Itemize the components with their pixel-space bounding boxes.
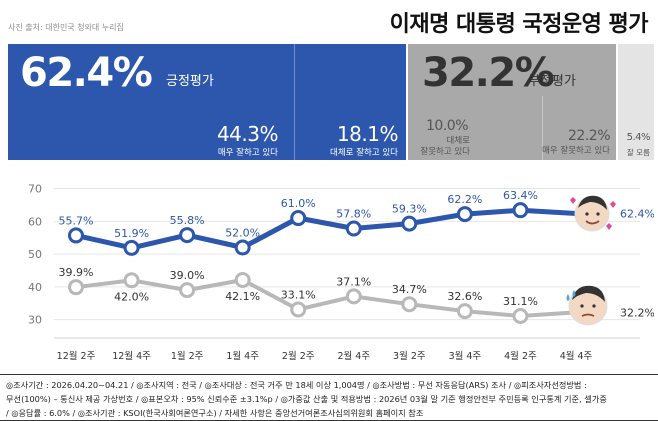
header: 사진 출처: 대한민국 청와대 누리집 이재명 대통령 국정운영 평가 <box>0 0 658 44</box>
positive-label: 긍정평가 <box>166 74 214 89</box>
x-tick-label: 4월 2주 <box>504 350 537 362</box>
data-point <box>512 202 529 219</box>
dont-know-label: 잘 모름 <box>626 148 650 157</box>
data-point <box>456 303 473 320</box>
x-tick-label: 2월 2주 <box>282 350 315 362</box>
panel-divider <box>542 96 543 160</box>
data-label: 42.0% <box>114 290 149 303</box>
mild-positive-pct: 18.1% <box>336 122 399 146</box>
data-point <box>512 308 529 325</box>
data-label: 55.7% <box>59 214 94 227</box>
mild-negative-pct: 10.0% <box>426 118 468 134</box>
y-axis: 30 40 50 60 70 <box>28 183 42 327</box>
x-tick-label: 1월 4주 <box>226 350 259 362</box>
data-point <box>179 282 196 299</box>
strong-positive-label: 매우 잘하고 있다 <box>217 148 278 158</box>
data-label: 37.1% <box>336 275 371 288</box>
series-group: 55.7% 51.9% 55.8% 52.0% 61.0% 57.8% 59.3% 62.2%… <box>59 189 655 325</box>
data-point <box>290 210 307 227</box>
photo-credit: 사진 출처: 대한민국 청와대 누리집 <box>8 23 124 32</box>
y-tick-label: 30 <box>28 314 42 327</box>
sweating-portrait-icon <box>566 285 608 326</box>
data-point <box>456 206 473 223</box>
data-label: 32.6% <box>447 290 482 303</box>
data-label: 63.4% <box>503 189 538 202</box>
y-tick-label: 50 <box>28 248 42 261</box>
dont-know-pct: 5.4% <box>626 132 651 143</box>
strong-positive-pct: 44.3% <box>216 122 279 146</box>
data-point <box>68 227 84 244</box>
positive-panel: 62.4% 긍정평가 44.3% 매우 잘하고 있다 18.1% 대체로 잘하고… <box>8 44 406 160</box>
data-label: 62.2% <box>447 193 482 206</box>
data-label: 51.9% <box>114 227 149 240</box>
gridlines <box>54 188 640 321</box>
x-tick-label: 3월 2주 <box>393 350 426 362</box>
mild-positive-label: 대체로 잘하고 있다 <box>330 148 398 158</box>
survey-footnote: ◎조사기간 : 2026.04.20~04.21 / ◎조사지역 : 전국 / … <box>6 380 607 418</box>
data-point <box>401 215 418 232</box>
data-point <box>345 220 362 237</box>
x-tick-label: 12월 4주 <box>112 350 151 362</box>
x-tick-label: 1월 2주 <box>171 350 204 362</box>
strong-negative-label: 매우 잘못하고 있다 <box>542 146 610 156</box>
x-tick-label: 4월 4주 <box>560 350 593 362</box>
negative-panel: 32.2% 부정평가 10.0% 대체로 잘못하고 있다 22.2% 매우 잘못… <box>408 44 616 160</box>
series-line-0 <box>75 207 584 251</box>
strong-negative-pct: 22.2% <box>568 128 610 144</box>
data-label: 33.1% <box>281 288 316 301</box>
data-label: 61.0% <box>281 197 316 210</box>
negative-label: 부정평가 <box>528 74 576 89</box>
mild-negative-label: 대체로 잘못하고 있다 <box>420 136 470 157</box>
data-label: 52.0% <box>225 227 260 240</box>
data-label: 55.8% <box>170 214 205 227</box>
negative-pct: 32.2% <box>422 50 555 96</box>
data-point <box>290 301 307 318</box>
dont-know-panel: 5.4% 잘 모름 <box>618 44 654 160</box>
data-point <box>68 279 84 296</box>
positive-pct: 62.4% <box>20 50 153 96</box>
data-label: 32.2% <box>620 306 654 319</box>
data-label: 39.9% <box>59 266 94 279</box>
y-tick-label: 40 <box>28 281 42 294</box>
data-point <box>401 296 418 313</box>
data-label: 57.8% <box>336 208 371 221</box>
x-tick-label: 2월 4주 <box>337 350 370 362</box>
x-tick-label: 12월 2주 <box>57 350 96 362</box>
data-label: 59.3% <box>392 203 427 216</box>
x-axis: 12월 2주 12월 4주 1월 2주 1월 4주 2월 2주 2월 4주 3월 2주 3월 … <box>54 337 640 362</box>
line-chart: 30 40 50 60 70 12월 2주 12월 4주 1월 2주 1월 4주 2월 2주 2월… <box>28 183 655 362</box>
data-point <box>123 239 140 256</box>
data-point <box>179 227 196 244</box>
smiling-portrait-icon <box>570 195 616 232</box>
page-title: 이재명 대통령 국정운영 평가 <box>389 12 649 37</box>
data-label: 42.1% <box>225 290 260 303</box>
chart-area: 30 40 50 60 70 12월 2주 12월 4주 1월 2주 1월 4주 2월 2주 2월… <box>8 174 655 370</box>
data-label: 34.7% <box>392 283 427 296</box>
data-label: 39.0% <box>170 269 205 282</box>
data-point <box>345 288 362 305</box>
data-point <box>234 271 251 288</box>
data-label: 62.4% <box>620 207 654 220</box>
footnote-divider <box>0 374 658 375</box>
y-tick-label: 60 <box>28 215 42 228</box>
data-point <box>234 239 251 256</box>
y-tick-label: 70 <box>28 183 42 196</box>
panel-divider <box>294 44 295 160</box>
x-tick-label: 3월 4주 <box>449 350 482 362</box>
data-label: 31.1% <box>503 295 538 308</box>
data-point <box>123 272 140 289</box>
